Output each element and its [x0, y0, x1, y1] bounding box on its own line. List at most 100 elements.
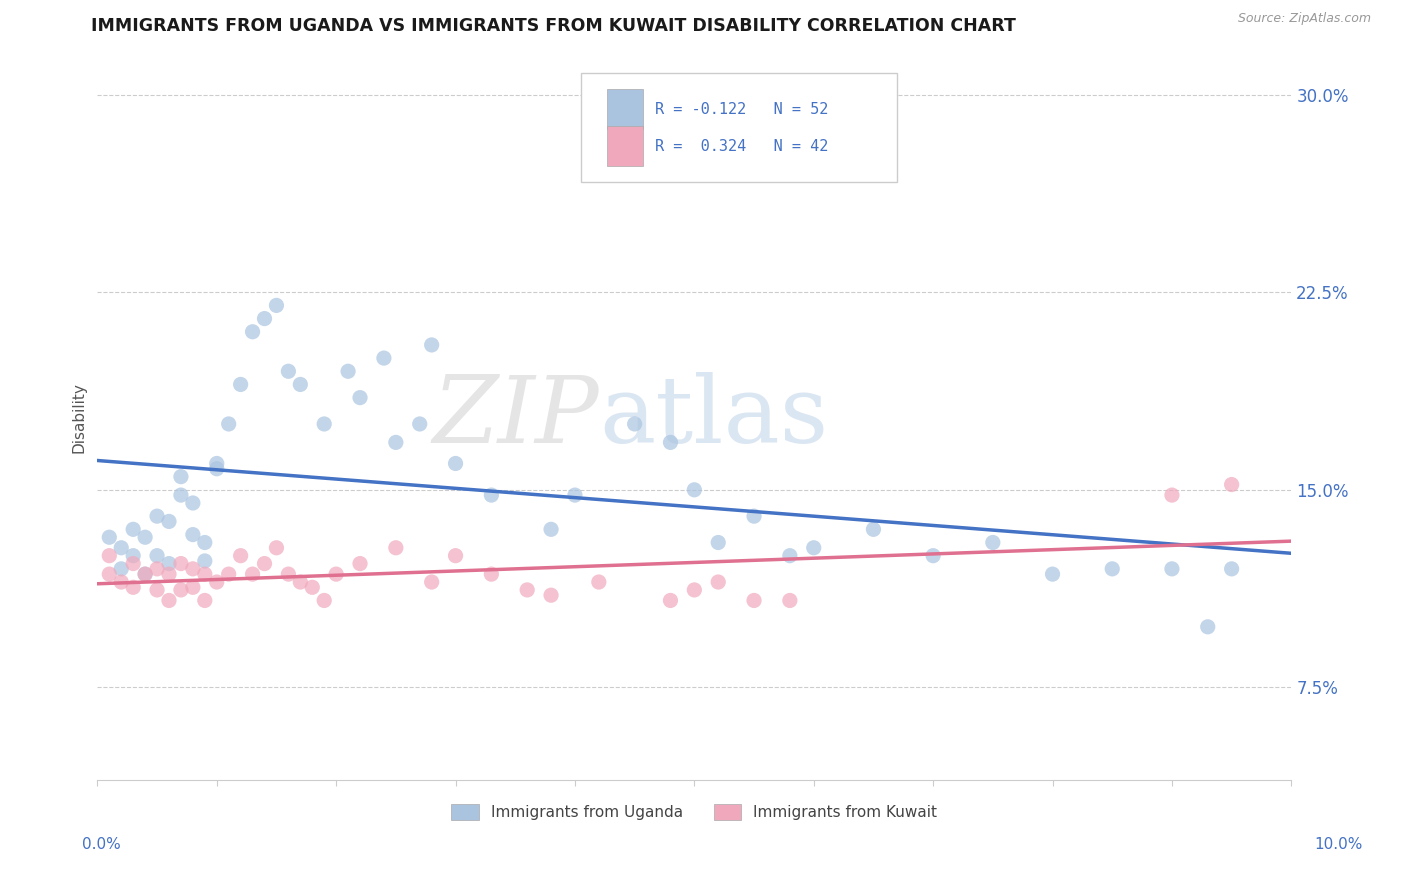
- Point: [157, 593, 180, 607]
- Point: [373, 351, 395, 365]
- Point: [181, 527, 204, 541]
- Point: [134, 567, 156, 582]
- Text: 10.0%: 10.0%: [1315, 838, 1362, 852]
- Point: [277, 567, 299, 582]
- Point: [146, 562, 169, 576]
- Point: [444, 457, 467, 471]
- Point: [922, 549, 945, 563]
- Point: [1220, 477, 1243, 491]
- Point: [479, 488, 502, 502]
- Point: [683, 582, 706, 597]
- Point: [157, 557, 180, 571]
- FancyBboxPatch shape: [607, 126, 643, 166]
- Point: [157, 515, 180, 529]
- Point: [659, 435, 682, 450]
- Point: [707, 535, 730, 549]
- Point: [98, 530, 121, 544]
- Point: [146, 509, 169, 524]
- Point: [516, 582, 538, 597]
- Point: [98, 567, 121, 582]
- Point: [266, 541, 288, 555]
- Point: [742, 593, 765, 607]
- Point: [314, 593, 336, 607]
- Point: [170, 488, 193, 502]
- Point: [540, 522, 562, 536]
- Point: [194, 535, 217, 549]
- Point: [194, 593, 217, 607]
- Point: [290, 377, 312, 392]
- Point: [420, 338, 443, 352]
- Point: [122, 522, 145, 536]
- Point: [349, 391, 371, 405]
- Point: [253, 311, 276, 326]
- Point: [205, 574, 228, 589]
- Text: atlas: atlas: [599, 372, 828, 462]
- Point: [229, 549, 252, 563]
- Point: [742, 509, 765, 524]
- Point: [779, 549, 801, 563]
- Text: R = -0.122   N = 52: R = -0.122 N = 52: [655, 102, 828, 117]
- Point: [290, 574, 312, 589]
- Point: [122, 580, 145, 594]
- Point: [420, 574, 443, 589]
- Point: [242, 325, 264, 339]
- Point: [385, 435, 408, 450]
- Point: [134, 567, 156, 582]
- Point: [218, 567, 240, 582]
- Point: [181, 580, 204, 594]
- Legend: Immigrants from Uganda, Immigrants from Kuwait: Immigrants from Uganda, Immigrants from …: [446, 798, 943, 826]
- Text: Source: ZipAtlas.com: Source: ZipAtlas.com: [1237, 12, 1371, 25]
- Point: [1042, 567, 1064, 582]
- Point: [122, 557, 145, 571]
- Point: [540, 588, 562, 602]
- Point: [409, 417, 432, 431]
- Text: R =  0.324   N = 42: R = 0.324 N = 42: [655, 138, 828, 153]
- Point: [564, 488, 586, 502]
- Y-axis label: Disability: Disability: [72, 382, 86, 453]
- Point: [683, 483, 706, 497]
- Point: [134, 530, 156, 544]
- Point: [205, 461, 228, 475]
- Text: IMMIGRANTS FROM UGANDA VS IMMIGRANTS FROM KUWAIT DISABILITY CORRELATION CHART: IMMIGRANTS FROM UGANDA VS IMMIGRANTS FRO…: [91, 17, 1017, 35]
- Point: [253, 557, 276, 571]
- Point: [157, 567, 180, 582]
- FancyBboxPatch shape: [581, 73, 897, 182]
- Point: [981, 535, 1004, 549]
- Point: [1101, 562, 1123, 576]
- Point: [181, 562, 204, 576]
- Point: [325, 567, 347, 582]
- Point: [623, 417, 645, 431]
- Point: [110, 574, 132, 589]
- Point: [337, 364, 360, 378]
- Point: [194, 554, 217, 568]
- Point: [98, 549, 121, 563]
- Point: [170, 469, 193, 483]
- Point: [229, 377, 252, 392]
- Point: [1161, 562, 1184, 576]
- Text: ZIP: ZIP: [432, 372, 599, 462]
- Point: [707, 574, 730, 589]
- Text: 0.0%: 0.0%: [82, 838, 121, 852]
- Point: [218, 417, 240, 431]
- Point: [779, 593, 801, 607]
- Point: [146, 582, 169, 597]
- Point: [181, 496, 204, 510]
- Point: [266, 298, 288, 312]
- Point: [194, 567, 217, 582]
- Point: [242, 567, 264, 582]
- Point: [659, 593, 682, 607]
- Point: [385, 541, 408, 555]
- Point: [110, 541, 132, 555]
- Point: [349, 557, 371, 571]
- Point: [1161, 488, 1184, 502]
- FancyBboxPatch shape: [607, 89, 643, 129]
- Point: [444, 549, 467, 563]
- Point: [1197, 620, 1219, 634]
- Point: [862, 522, 884, 536]
- Point: [122, 549, 145, 563]
- Point: [110, 562, 132, 576]
- Point: [146, 549, 169, 563]
- Point: [277, 364, 299, 378]
- Point: [314, 417, 336, 431]
- Point: [588, 574, 610, 589]
